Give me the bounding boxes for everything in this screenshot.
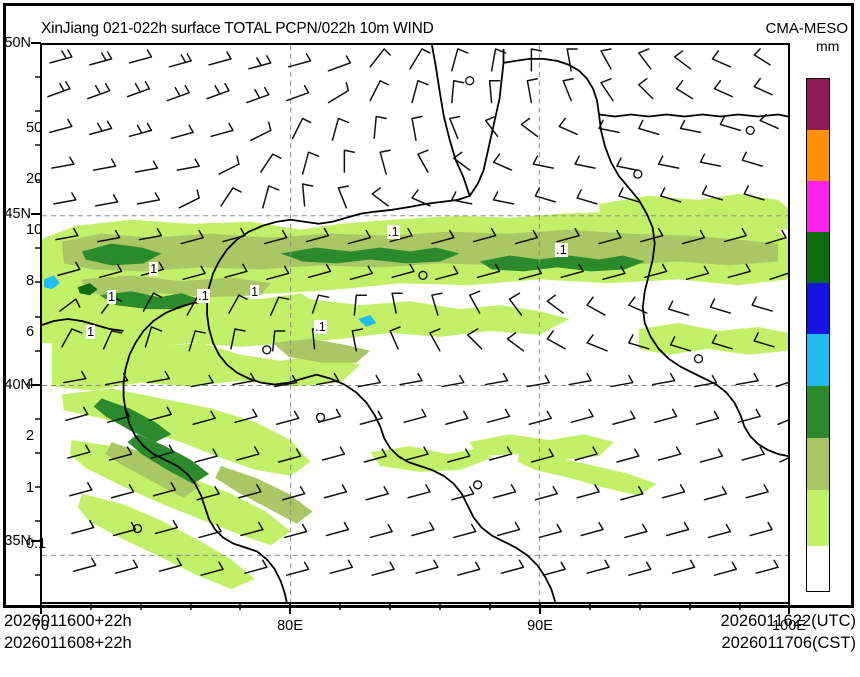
colorbar-tick-2: 2 [26,428,35,444]
colorbar-unit-label: mm [816,38,840,54]
precip-value-label: .1 [387,224,400,239]
y-axis-label-45n: 45N [4,206,31,222]
colorbar-segment-10[interactable] [807,181,829,232]
x-axis-label-70: 70 [32,618,50,634]
country-borders [42,45,788,602]
precip-value-label: 1 [149,261,159,276]
y-axis-label-35n: 35N [4,533,31,549]
colorbar-tick-20: 20 [26,171,43,187]
colorbar-segment-01[interactable] [807,490,829,546]
map-inner: 1 1 .1 1 1 .1 .1 .1 [42,45,788,602]
colorbar-segment-6[interactable] [807,283,829,334]
colorbar-segment-2[interactable] [807,386,829,438]
colorbar-tick-4: 4 [26,376,35,392]
y-axis-label-50n: 50N [4,35,31,51]
precip-value-label: .1 [555,242,568,257]
precip-band-8-10 [77,283,98,296]
precip-value-label: 1 [86,324,96,339]
x-axis-label-100e: 100E [772,618,806,634]
colorbar-segment-8[interactable] [807,232,829,283]
gridlines [42,45,788,602]
colorbar-segment-4[interactable] [807,334,829,386]
calm-wind-symbols [132,76,755,534]
footer-init-time-cst: 2026011608+22h [4,634,132,652]
colorbar-segment-1[interactable] [807,438,829,490]
colorbar-tick-1: 1 [26,480,35,496]
colorbar-segment-50[interactable] [807,79,829,130]
colorbar-tick-01: 0.1 [26,536,47,552]
y-axis-label-40n: 40N [4,377,31,393]
colorbar-tick-8: 8 [26,273,35,289]
wind-barbs [47,48,788,576]
colorbar[interactable] [806,78,830,592]
colorbar-tick-10: 10 [26,222,43,238]
precip-value-label: 1 [250,284,260,299]
precip-value-label: 1 [107,289,117,304]
footer-valid-time-cst: 2026011706(CST) [721,634,856,652]
colorbar-tick-50: 50 [26,120,43,136]
x-axis-label-90e: 90E [527,618,553,634]
footer-init-time-utc: 2026011600+22h [4,612,132,630]
model-tag: CMA-MESO [765,20,849,37]
x-axis-label-80e: 80E [277,618,303,634]
colorbar-segment-zero[interactable] [807,546,829,591]
precip-value-label: .1 [197,288,210,303]
colorbar-segment-20[interactable] [807,130,829,181]
map-canvas [42,45,788,602]
map-panel[interactable]: 1 1 .1 1 1 .1 .1 .1 [40,43,790,604]
colorbar-tick-6: 6 [26,324,35,340]
precip-band-4-6 [43,275,377,327]
footer-valid-time-utc: 2026011622(UTC) [720,612,856,630]
precip-band-2-4 [81,243,645,484]
precip-value-label: .1 [314,319,327,334]
page-title: XinJiang 021-022h surface TOTAL PCPN/022… [41,20,434,37]
